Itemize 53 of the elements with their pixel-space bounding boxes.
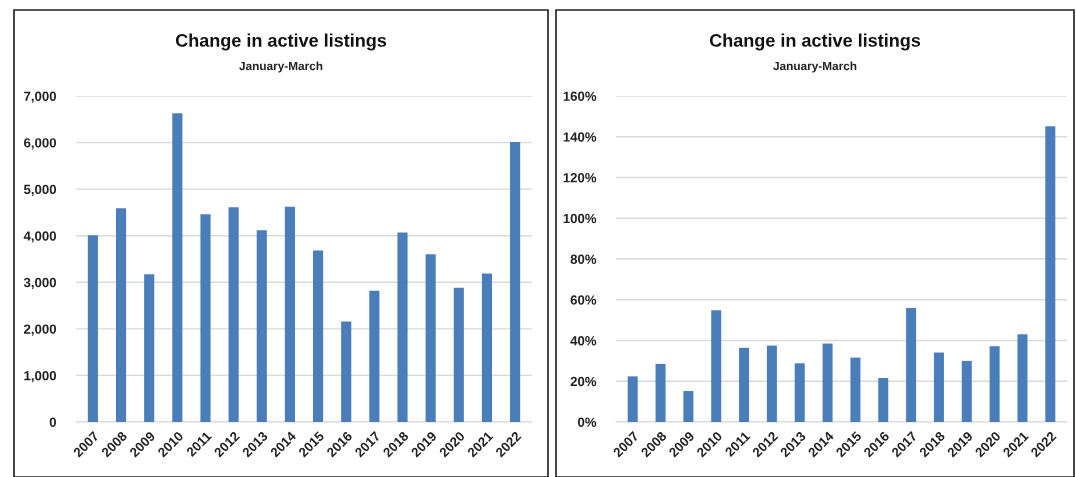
y-tick-label: 0%: [578, 417, 597, 427]
y-tick-label: 7,000: [24, 91, 57, 103]
y-tick-label: 6,000: [24, 138, 57, 150]
y-tick-label: 140%: [563, 132, 597, 142]
chart-subtitle: January-March: [239, 61, 323, 73]
y-tick-label: 160%: [563, 91, 597, 101]
bar: [794, 363, 805, 422]
chart-title: Change in active listings: [709, 33, 921, 51]
bar: [425, 254, 436, 422]
bar: [711, 310, 722, 422]
bar: [961, 360, 972, 422]
bar: [989, 346, 1000, 422]
bar: [822, 343, 833, 422]
bar: [369, 290, 380, 422]
chart-title: Change in active listings: [175, 33, 387, 51]
bar: [200, 214, 211, 422]
chart-subtitle: January-March: [773, 61, 857, 73]
y-tick-label: 20%: [570, 376, 597, 387]
bar: [1045, 126, 1056, 422]
y-tick-label: 120%: [563, 173, 597, 183]
y-tick-label: 80%: [570, 254, 597, 264]
y-tick-label: 2,000: [24, 324, 57, 336]
bar: [739, 347, 750, 422]
bar: [878, 377, 889, 422]
bar: [766, 345, 777, 422]
bar: [627, 376, 638, 422]
bar: [256, 230, 267, 422]
bar: [510, 142, 521, 422]
y-tick-label: 100%: [563, 213, 597, 224]
y-tick-label: 4,000: [23, 231, 57, 243]
y-tick-label: 0: [49, 417, 57, 427]
bar: [144, 274, 155, 422]
bar: [453, 287, 464, 422]
bar: [933, 352, 944, 422]
y-tick-label: 60%: [570, 295, 597, 305]
bar: [655, 363, 666, 422]
bar: [313, 250, 324, 422]
bar: [341, 321, 352, 422]
bar: [87, 235, 98, 422]
bar: [115, 208, 127, 422]
y-tick-label: 3,000: [23, 277, 57, 290]
bar: [683, 391, 694, 422]
bar: [906, 307, 917, 422]
bar: [284, 206, 295, 422]
bar: [850, 357, 861, 422]
bar: [481, 273, 493, 422]
bar: [397, 232, 408, 422]
bar: [228, 207, 239, 422]
bar: [1017, 334, 1028, 422]
y-tick-label: 5,000: [23, 184, 57, 196]
y-tick-label: 40%: [570, 336, 597, 346]
bar: [172, 113, 183, 422]
y-tick-label: 1,000: [24, 371, 57, 383]
